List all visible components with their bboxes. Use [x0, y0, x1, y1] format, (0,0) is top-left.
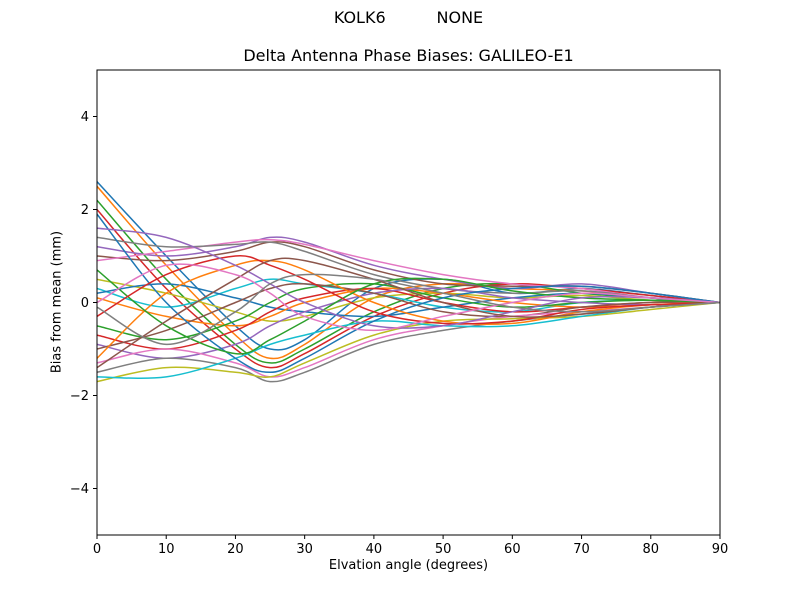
series-line-s19 [97, 301, 720, 383]
series-line-s27 [97, 263, 720, 332]
y-tick-label: 0 [81, 296, 89, 311]
x-tick-label: 40 [366, 542, 383, 557]
axes-title: Delta Antenna Phase Biases: GALILEO-E1 [243, 46, 574, 65]
x-tick-label: 60 [504, 542, 521, 557]
series-line-s21 [97, 213, 720, 374]
y-axis-label: Bias from mean (mm) [49, 230, 65, 374]
series-line-s05 [97, 236, 720, 304]
series-line-s16 [97, 282, 720, 350]
y-tick-label: −2 [70, 389, 89, 404]
x-tick-label: 70 [573, 542, 590, 557]
series-line-s07 [97, 238, 720, 304]
y-tick-label: −4 [70, 482, 89, 497]
series-line-s23 [97, 269, 720, 355]
series-line-s24 [97, 255, 720, 325]
figure-suptitle: KOLK6 NONE [333, 8, 484, 27]
x-tick-label: 0 [93, 542, 101, 557]
x-tick-label: 80 [643, 542, 660, 557]
x-tick-label: 30 [296, 542, 313, 557]
series-line-s08 [97, 236, 720, 304]
series-line-s22 [97, 259, 720, 360]
y-tick-label: 4 [81, 110, 89, 125]
series-group [97, 180, 720, 383]
x-tick-label: 90 [712, 542, 729, 557]
y-tick-label: 2 [81, 203, 89, 218]
series-line-s25 [97, 227, 720, 329]
x-tick-label: 20 [227, 542, 244, 557]
x-axis-label: Elvation angle (degrees) [328, 558, 489, 573]
x-tick-label: 10 [158, 542, 175, 557]
x-tick-label: 50 [435, 542, 452, 557]
series-line-s28 [97, 273, 720, 346]
